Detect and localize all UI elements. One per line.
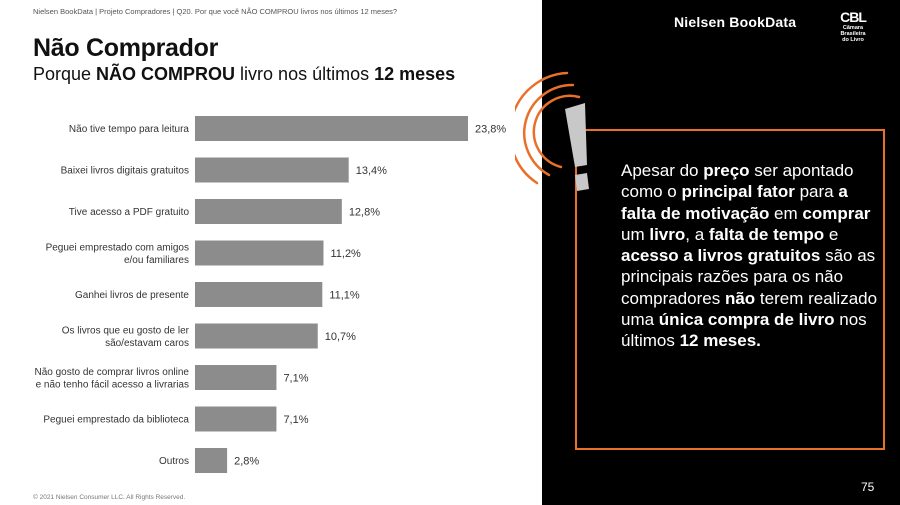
- category-label: são/estavam caros: [105, 338, 189, 349]
- exclamation-icon: [515, 71, 589, 191]
- callout-segment: para: [794, 182, 839, 202]
- category-label: e/ou familiares: [124, 255, 189, 266]
- page-title: Não Comprador: [33, 34, 219, 62]
- copyright-notice: © 2021 Nielsen Consumer LLC. All Rights …: [33, 494, 186, 501]
- cbl-line: Brasileira: [840, 31, 866, 37]
- callout-segment: em: [769, 203, 803, 223]
- callout-emphasis: comprar: [802, 203, 871, 223]
- data-label: 11,2%: [330, 248, 361, 260]
- callout-emphasis: não: [724, 288, 756, 308]
- subtitle-emphasis: NÃO COMPROU: [96, 64, 236, 84]
- bar-chart: 23,8% Não tive tempo para leitura 13,4% Bai…: [34, 116, 506, 473]
- callout-segment: e: [824, 224, 839, 244]
- bar: [195, 406, 277, 432]
- bar: [195, 448, 228, 473]
- exclamation-dot: [575, 173, 589, 191]
- insight-panel: [542, 0, 900, 505]
- cbl-mark: CBL: [840, 9, 867, 25]
- category-label: Peguei emprestado com amigos: [46, 242, 189, 253]
- subtitle-emphasis: 12 meses: [374, 64, 456, 84]
- page-number: 75: [861, 480, 875, 494]
- callout-emphasis: preço: [703, 161, 750, 180]
- data-label: 11,1%: [329, 290, 360, 302]
- bar: [195, 116, 468, 141]
- breadcrumb: Nielsen BookData | Projeto Compradores |…: [33, 7, 398, 16]
- category-label: Outros: [159, 456, 189, 467]
- category-label: Não gosto de comprar livros online: [34, 367, 189, 378]
- callout-segment: ser apontado como o: [621, 161, 854, 202]
- data-label: 12,8%: [349, 207, 380, 219]
- category-label: e não tenho fácil acesso a livrarias: [36, 379, 189, 390]
- arc-inner: [532, 94, 581, 169]
- callout-segment: Apesar do: [621, 161, 704, 180]
- bar: [195, 323, 318, 349]
- page-subtitle: Porque NÃO COMPROU livro nos últimos 12 …: [33, 64, 455, 85]
- bar: [195, 365, 277, 390]
- data-label: 10,7%: [325, 331, 356, 343]
- callout-emphasis: 12 meses.: [679, 331, 761, 351]
- data-label: 7,1%: [283, 414, 308, 426]
- callout-segment: nos últimos: [621, 310, 867, 351]
- category-label: Baixei livros digitais gratuitos: [61, 166, 189, 177]
- callout-text: Apesar do preço ser apontado como o prin…: [621, 160, 883, 352]
- callout-emphasis: principal fator: [681, 182, 795, 202]
- callout-emphasis: única compra de livro: [658, 310, 835, 330]
- callout-emphasis: livro: [649, 224, 686, 244]
- cbl-line: Câmara: [842, 25, 864, 31]
- bar: [195, 282, 323, 307]
- data-label: 2,8%: [234, 456, 259, 468]
- category-label: Peguei emprestado da biblioteca: [43, 415, 189, 426]
- category-label: Tive acesso a PDF gratuito: [69, 207, 190, 218]
- cbl-line: do Livro: [842, 37, 864, 43]
- callout-emphasis: acesso a livros gratuitos: [621, 246, 821, 266]
- subtitle-part: livro nos últimos: [235, 64, 375, 84]
- category-label: Os livros que eu gosto de ler: [62, 325, 190, 336]
- callout-segment: , a: [685, 224, 709, 244]
- arc-outer: [515, 71, 569, 185]
- exclamation-bar: [565, 103, 587, 167]
- bar: [195, 157, 349, 183]
- callout-emphasis: a falta de motivação: [621, 182, 848, 223]
- category-label: Não tive tempo para leitura: [69, 124, 190, 135]
- nielsen-bookdata-logo: Nielsen BookData: [674, 14, 797, 30]
- callout-segment: terem realizado uma: [621, 288, 878, 330]
- data-label: 13,4%: [356, 165, 387, 177]
- data-label: 7,1%: [283, 373, 308, 385]
- category-label: Ganhei livros de presente: [75, 290, 189, 301]
- bar: [195, 199, 342, 224]
- callout-box: [575, 129, 885, 450]
- subtitle-part: Porque: [33, 64, 97, 84]
- arc-middle: [522, 83, 575, 177]
- cbl-logo: CBL Câmara Brasileira do Livro: [834, 9, 872, 44]
- data-label: 23,8%: [475, 124, 506, 136]
- bar: [195, 240, 324, 266]
- callout-emphasis: falta de tempo: [708, 224, 825, 244]
- callout-segment: um: [621, 224, 650, 244]
- callout-segment: são as principais razões para os não com…: [621, 246, 876, 308]
